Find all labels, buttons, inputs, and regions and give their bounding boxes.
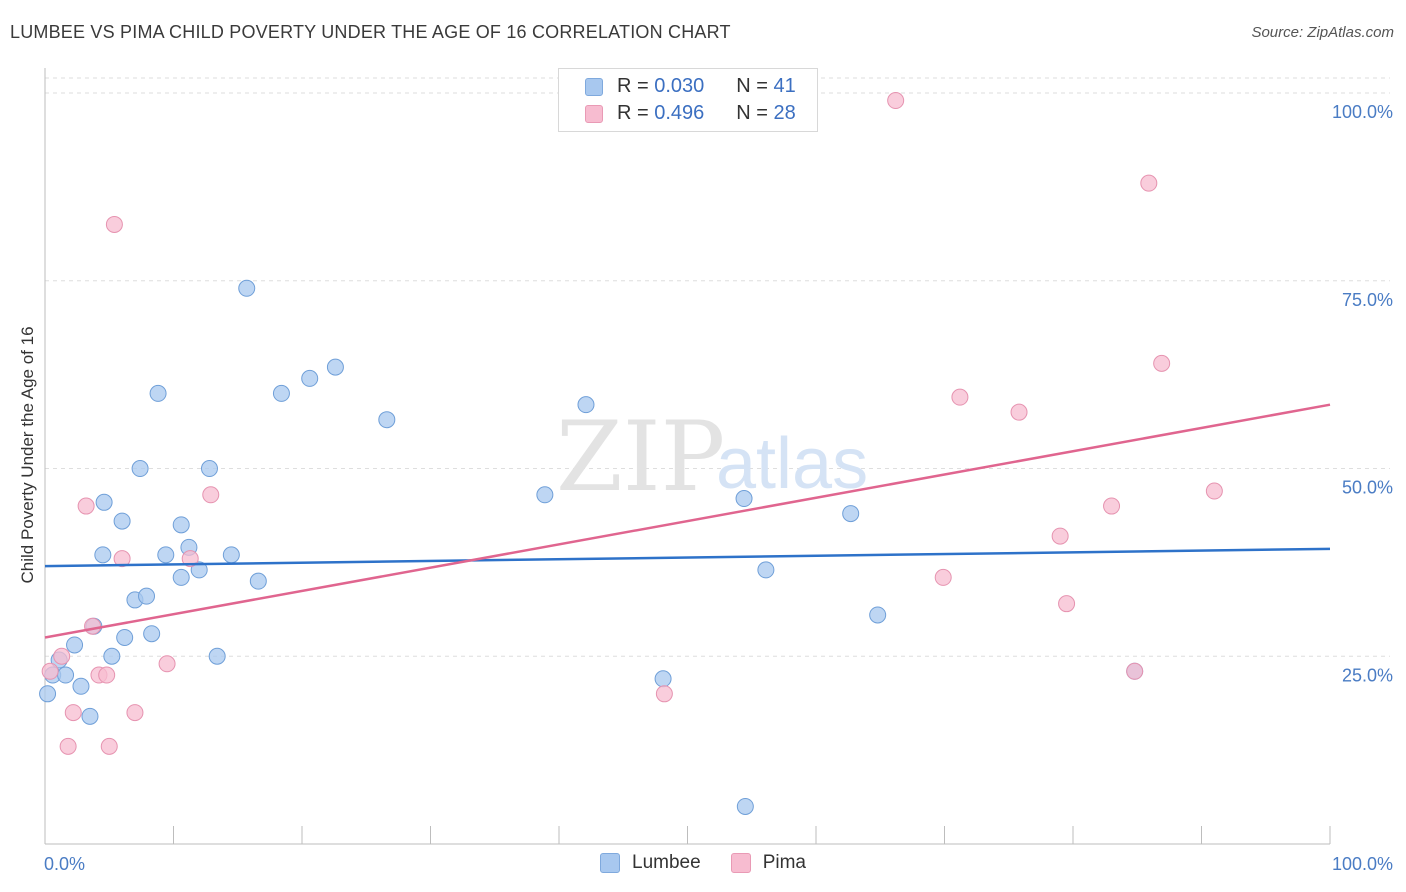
lumbee-point bbox=[116, 628, 134, 646]
legend-row-pima: R = 0.496 N = 28 bbox=[585, 102, 796, 125]
series-legend: Lumbee Pima bbox=[0, 852, 1406, 874]
lumbee-point bbox=[66, 636, 84, 654]
pima-point bbox=[1051, 527, 1069, 545]
lumbee-point bbox=[222, 546, 240, 564]
trend-lines bbox=[44, 403, 1331, 639]
pima-point bbox=[1103, 497, 1121, 515]
lumbee-point bbox=[149, 384, 167, 402]
pima-point bbox=[53, 647, 71, 665]
y-tick-label: 25.0% bbox=[1342, 665, 1393, 685]
lumbee-point bbox=[577, 396, 595, 414]
lumbee-point bbox=[757, 561, 775, 579]
r-label: R = bbox=[617, 102, 649, 124]
pima-point bbox=[64, 704, 82, 722]
y-tick-label: 50.0% bbox=[1342, 478, 1393, 498]
x-tick-label: 0.0% bbox=[44, 854, 85, 874]
pima-point bbox=[126, 704, 144, 722]
y-tick-label: 100.0% bbox=[1332, 102, 1393, 122]
lumbee-trend-line bbox=[44, 547, 1331, 568]
lumbee-point bbox=[272, 384, 290, 402]
watermark: ZIP atlas bbox=[556, 401, 868, 513]
r-label: R = bbox=[617, 75, 649, 97]
legend-row-lumbee: R = 0.030 N = 41 bbox=[585, 75, 796, 98]
pima-point bbox=[1010, 403, 1028, 421]
lumbee-point bbox=[81, 707, 99, 725]
data-points bbox=[39, 92, 1223, 815]
n-value: 41 bbox=[773, 75, 796, 97]
pima-point bbox=[1205, 482, 1223, 500]
grid-lines bbox=[45, 77, 1390, 657]
x-tick-label: 100.0% bbox=[1332, 854, 1393, 874]
lumbee-point bbox=[326, 358, 344, 376]
pima-point bbox=[41, 662, 59, 680]
pima-point bbox=[934, 568, 952, 586]
pima-point bbox=[202, 486, 220, 504]
lumbee-point bbox=[238, 279, 256, 297]
lumbee-point bbox=[113, 512, 131, 530]
legend-item-lumbee[interactable]: Lumbee bbox=[600, 852, 701, 874]
r-value: 0.496 bbox=[654, 102, 705, 124]
lumbee-point bbox=[131, 460, 149, 478]
lumbee-point bbox=[103, 647, 121, 665]
lumbee-point bbox=[301, 369, 319, 387]
pima-point bbox=[113, 550, 131, 568]
lumbee-point bbox=[172, 516, 190, 534]
axes bbox=[44, 68, 1331, 845]
stats-legend: R = 0.030 N = 41 R = 0.496 N = 28 bbox=[558, 68, 818, 132]
lumbee-point bbox=[172, 568, 190, 586]
pima-point bbox=[84, 617, 102, 635]
pima-point bbox=[1140, 174, 1158, 192]
pima-point bbox=[181, 550, 199, 568]
n-label: N = bbox=[736, 102, 768, 124]
n-label: N = bbox=[736, 75, 768, 97]
lumbee-point bbox=[72, 677, 90, 695]
legend-item-pima[interactable]: Pima bbox=[730, 852, 806, 874]
lumbee-point bbox=[200, 460, 218, 478]
lumbee-point bbox=[735, 490, 753, 508]
pima-point bbox=[1126, 662, 1144, 680]
legend-label: Lumbee bbox=[632, 852, 701, 873]
chart-title: LUMBEE VS PIMA CHILD POVERTY UNDER THE A… bbox=[10, 22, 731, 42]
r-value: 0.030 bbox=[654, 75, 705, 97]
lumbee-point bbox=[190, 561, 208, 579]
y-tick-label: 75.0% bbox=[1342, 290, 1393, 310]
watermark-zip: ZIP bbox=[556, 401, 725, 513]
lumbee-point bbox=[208, 647, 226, 665]
lumbee-swatch bbox=[585, 77, 603, 96]
lumbee-point bbox=[378, 411, 396, 429]
lumbee-point bbox=[57, 666, 75, 684]
pima-point bbox=[655, 685, 673, 703]
legend-label: Pima bbox=[762, 852, 806, 873]
lumbee-swatch bbox=[600, 853, 621, 873]
pima-point bbox=[1153, 354, 1171, 372]
source-label: Source: ZipAtlas.com bbox=[1251, 24, 1394, 41]
lumbee-point bbox=[157, 546, 175, 564]
pima-point bbox=[158, 655, 176, 673]
pima-point bbox=[951, 388, 969, 406]
pima-point bbox=[887, 92, 905, 110]
lumbee-point bbox=[143, 625, 161, 643]
pima-trend-line bbox=[44, 403, 1331, 639]
pima-point bbox=[1058, 595, 1076, 613]
lumbee-point bbox=[536, 486, 554, 504]
pima-swatch bbox=[730, 853, 751, 873]
lumbee-point bbox=[869, 606, 887, 624]
lumbee-point bbox=[94, 546, 112, 564]
lumbee-point bbox=[654, 670, 672, 688]
pima-point bbox=[77, 497, 95, 515]
pima-point bbox=[100, 737, 118, 755]
lumbee-point bbox=[138, 587, 156, 605]
lumbee-point bbox=[39, 685, 57, 703]
pima-point bbox=[105, 215, 123, 233]
lumbee-point bbox=[736, 797, 754, 815]
pima-point bbox=[98, 666, 116, 684]
n-value: 28 bbox=[773, 102, 796, 124]
pima-point bbox=[59, 737, 77, 755]
lumbee-point bbox=[95, 493, 113, 511]
lumbee-point bbox=[249, 572, 267, 590]
lumbee-point bbox=[842, 505, 860, 523]
tick-labels: 25.0% 50.0% 75.0% 100.0% 0.0% 100.0% bbox=[44, 102, 1393, 874]
pima-swatch bbox=[585, 104, 603, 123]
